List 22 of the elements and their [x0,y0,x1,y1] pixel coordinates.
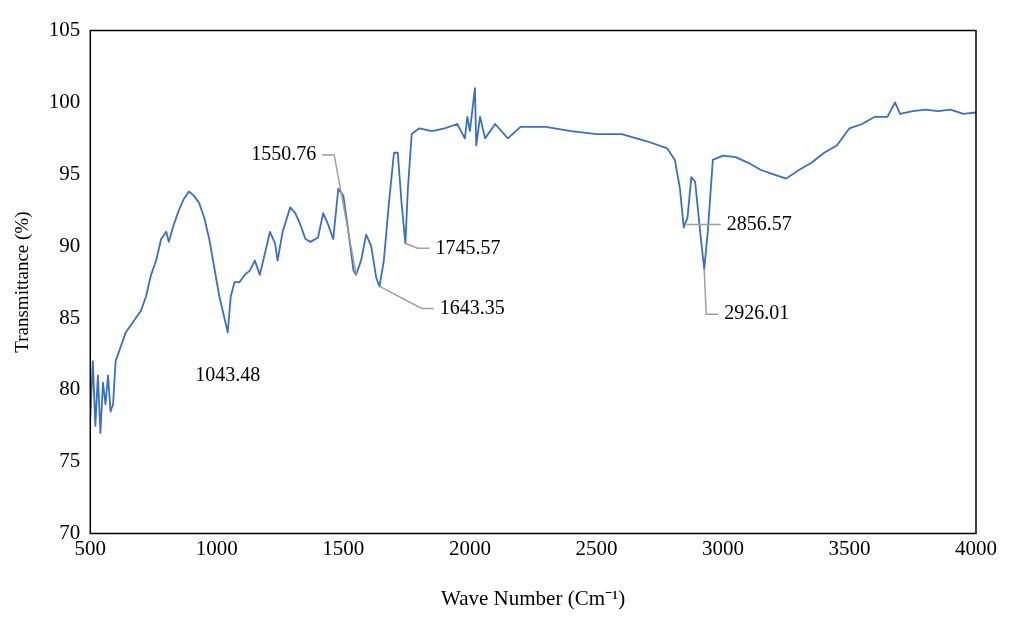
x-tick-label: 3000 [701,535,744,560]
x-tick-label: 1500 [322,535,365,560]
y-tick-label: 90 [59,232,81,257]
x-tick-label: 1000 [195,535,238,560]
x-axis-title: Wave Number (Cm⁻¹) [441,585,626,610]
y-tick-label: 85 [59,304,81,329]
x-tick-label: 2500 [575,535,618,560]
y-tick-label: 100 [48,88,81,113]
y-tick-label: 105 [48,17,81,42]
x-tick-label: 2000 [448,535,491,560]
y-tick-label: 95 [59,160,81,185]
y-tick-label: 75 [59,448,81,473]
x-tick-label: 4000 [955,535,997,560]
annotation: 1745.57 [435,235,501,258]
x-tick-label: 3500 [828,535,871,560]
y-tick-label: 80 [59,376,81,401]
annotation: 1550.76 [251,142,317,165]
y-axis-title: Transmittance (%) [11,211,34,353]
annotation: 1643.35 [439,295,505,318]
annotation: 2856.57 [726,211,792,234]
annotation: 1043.48 [195,362,261,385]
annotation: 2926.01 [724,301,790,324]
